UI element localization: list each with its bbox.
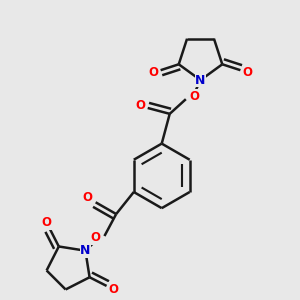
- Text: O: O: [108, 283, 118, 296]
- Text: N: N: [80, 244, 91, 257]
- Text: O: O: [148, 66, 159, 79]
- Text: O: O: [42, 217, 52, 230]
- Text: O: O: [90, 231, 100, 244]
- Text: O: O: [190, 90, 200, 103]
- Text: N: N: [195, 74, 206, 87]
- Text: O: O: [82, 191, 92, 204]
- Text: O: O: [242, 66, 252, 79]
- Text: O: O: [135, 98, 146, 112]
